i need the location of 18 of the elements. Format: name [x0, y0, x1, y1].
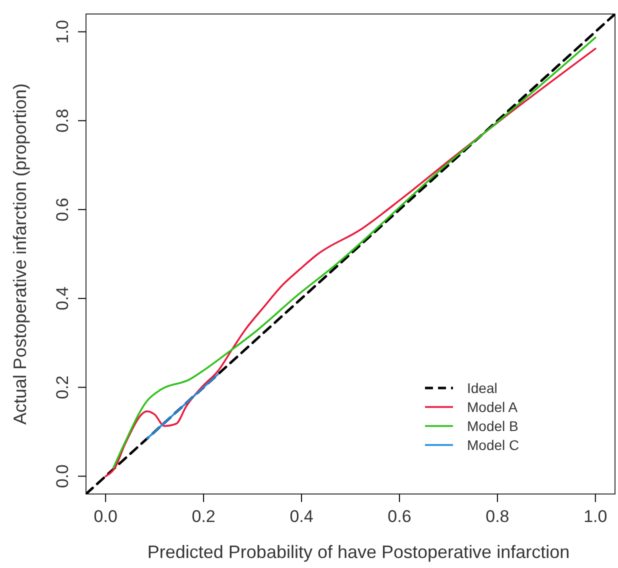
- y-tick-label: 1.0: [53, 20, 72, 44]
- legend-label: Model B: [467, 418, 518, 434]
- y-tick-label: 0.4: [53, 286, 72, 310]
- y-tick-label: 0.8: [53, 108, 72, 132]
- y-axis-title: Actual Postoperative infarction (proportion): [10, 83, 30, 425]
- x-axis-title: Predicted Probability of have Postoperative infarction: [147, 542, 570, 562]
- legend-label: Model C: [467, 437, 520, 453]
- y-tick-label: 0.0: [53, 464, 72, 488]
- x-tick-label: 0.4: [290, 507, 314, 526]
- x-tick-label: 0.6: [388, 507, 412, 526]
- x-tick-label: 0.8: [486, 507, 510, 526]
- y-tick-label: 0.6: [53, 198, 72, 222]
- x-tick-label: 0.2: [192, 507, 216, 526]
- x-tick-label: 1.0: [584, 507, 608, 526]
- y-tick-label: 0.2: [53, 376, 72, 400]
- legend-label: Ideal: [467, 380, 498, 396]
- x-tick-label: 0.0: [94, 507, 118, 526]
- legend-label: Model A: [467, 399, 518, 415]
